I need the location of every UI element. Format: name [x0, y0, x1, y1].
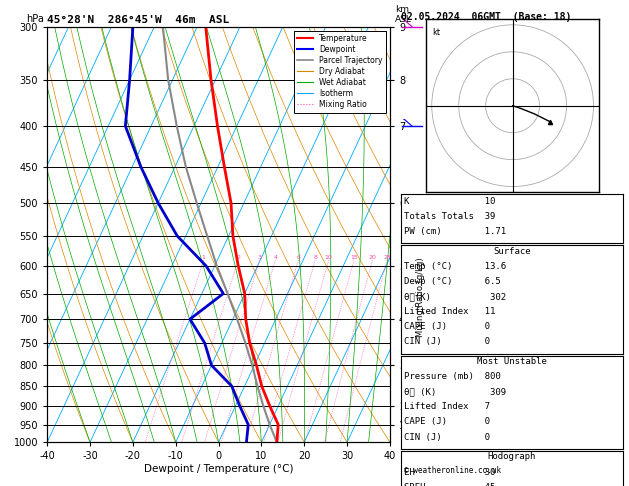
Text: CIN (J)        0: CIN (J) 0: [404, 433, 491, 442]
Text: Pressure (mb)  800: Pressure (mb) 800: [404, 372, 501, 382]
Text: 6: 6: [296, 255, 300, 260]
Text: 20: 20: [369, 255, 376, 260]
Text: 02.05.2024  06GMT  (Base: 18): 02.05.2024 06GMT (Base: 18): [401, 12, 572, 22]
Text: 4: 4: [274, 255, 277, 260]
Text: 1LCL: 1LCL: [431, 409, 450, 418]
X-axis label: Dewpoint / Temperature (°C): Dewpoint / Temperature (°C): [144, 464, 293, 474]
Text: © weatheronline.co.uk: © weatheronline.co.uk: [404, 466, 501, 475]
Text: Mixing Ratio (g/kg): Mixing Ratio (g/kg): [416, 257, 425, 337]
Text: Temp (°C)      13.6: Temp (°C) 13.6: [404, 262, 506, 271]
Text: Lifted Index   11: Lifted Index 11: [404, 307, 496, 316]
Text: Lifted Index   7: Lifted Index 7: [404, 402, 491, 412]
Text: θᴄ(K)           302: θᴄ(K) 302: [404, 292, 506, 301]
Text: hPa: hPa: [26, 14, 44, 24]
Text: km
ASL: km ASL: [395, 5, 412, 24]
Text: 10: 10: [325, 255, 333, 260]
Legend: Temperature, Dewpoint, Parcel Trajectory, Dry Adiabat, Wet Adiabat, Isotherm, Mi: Temperature, Dewpoint, Parcel Trajectory…: [294, 31, 386, 113]
Text: Totals Totals  39: Totals Totals 39: [404, 212, 496, 221]
Text: kt: kt: [431, 28, 440, 36]
Text: Hodograph: Hodograph: [488, 452, 536, 462]
Text: Dewp (°C)      6.5: Dewp (°C) 6.5: [404, 277, 501, 286]
Text: EH             30: EH 30: [404, 468, 496, 477]
Text: 25: 25: [383, 255, 391, 260]
Text: CAPE (J)       0: CAPE (J) 0: [404, 322, 491, 331]
Text: 8: 8: [313, 255, 317, 260]
Text: CIN (J)        0: CIN (J) 0: [404, 337, 491, 347]
Text: 3: 3: [257, 255, 262, 260]
Text: K              10: K 10: [404, 197, 496, 206]
Text: θᴄ (K)          309: θᴄ (K) 309: [404, 387, 506, 397]
Text: Most Unstable: Most Unstable: [477, 357, 547, 366]
Text: Surface: Surface: [493, 247, 531, 256]
Text: 2: 2: [236, 255, 240, 260]
Text: CAPE (J)       0: CAPE (J) 0: [404, 417, 491, 427]
Text: SREH           45: SREH 45: [404, 483, 496, 486]
Text: 1: 1: [201, 255, 206, 260]
Text: PW (cm)        1.71: PW (cm) 1.71: [404, 227, 506, 236]
Text: 45°28'N  286°45'W  46m  ASL: 45°28'N 286°45'W 46m ASL: [47, 15, 230, 25]
Text: 15: 15: [350, 255, 358, 260]
